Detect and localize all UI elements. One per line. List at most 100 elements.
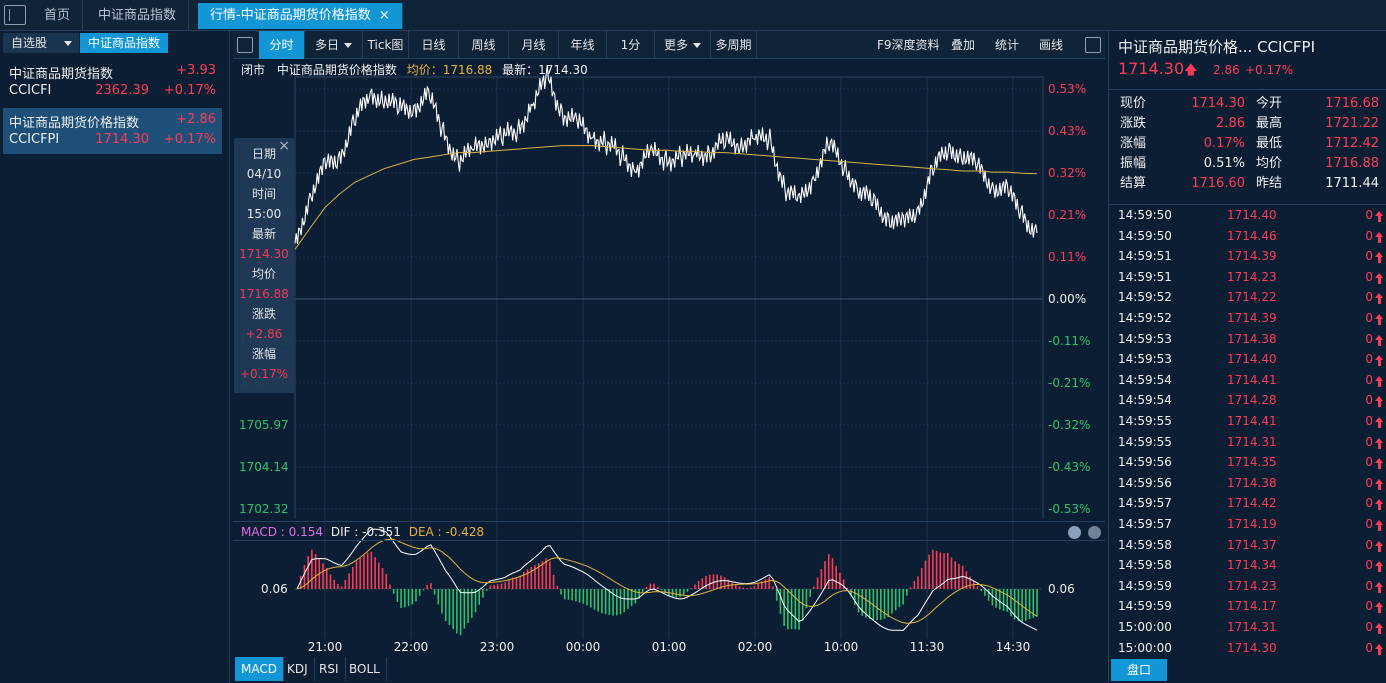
close-icon[interactable] — [1068, 526, 1081, 539]
quote-value: 2.86 — [1216, 116, 1245, 131]
right-panel-toggle-icon[interactable] — [1085, 37, 1101, 53]
f9-depth-button[interactable]: F9深度资料 — [877, 38, 940, 52]
tab-quote-ccicfpi[interactable]: 行情-中证商品期货价格指数 × — [198, 3, 403, 29]
period-intraday[interactable]: 分时 — [259, 31, 305, 59]
up-arrow-icon — [1375, 478, 1384, 490]
period-1min[interactable]: 1分 — [607, 31, 655, 59]
tab-boll[interactable]: BOLL — [343, 657, 387, 681]
up-arrow-icon — [1375, 458, 1384, 470]
tick-row: 14:59:55 1714.31 0 — [1109, 432, 1386, 453]
tab-kdj[interactable]: KDJ — [281, 657, 315, 681]
tick-volume: 0 — [1365, 331, 1373, 346]
tick-time: 14:59:53 — [1118, 331, 1172, 346]
period-more[interactable]: 更多 — [655, 31, 711, 59]
tick-volume: 0 — [1365, 311, 1373, 325]
tooltip-row: +2.86 — [245, 327, 283, 341]
tick-time: 14:59:51 — [1118, 249, 1172, 264]
tick-price: 1714.41 — [1227, 372, 1277, 387]
gear-icon[interactable] — [1088, 526, 1101, 539]
order-book-button[interactable]: 盘口 — [1111, 659, 1167, 681]
chart-toolbar: 分时 多日 Tick图 日线 周线 月线 年线 1分 更多 多周期 F9深度资料… — [233, 31, 1105, 59]
tick-volume: 0 — [1365, 640, 1373, 655]
stats-button[interactable]: 统计 — [995, 38, 1020, 52]
intraday-chart[interactable]: 1709.621707.791705.971704.141702.320.53%… — [233, 59, 1105, 681]
tick-volume: 0 — [1365, 208, 1373, 222]
period-label: 多日 — [314, 38, 339, 52]
item-change: +2.86 — [176, 112, 216, 127]
tab-macd[interactable]: MACD — [235, 657, 284, 681]
item-name: 中证商品期货价格指数 — [9, 116, 140, 131]
tick-price: 1714.23 — [1227, 578, 1277, 593]
watchlist-dropdown[interactable]: 自选股 — [3, 33, 79, 53]
tooltip-row: 涨跌 — [251, 307, 276, 321]
tick-volume: 0 — [1365, 517, 1373, 531]
quote-label: 今开 — [1256, 96, 1283, 111]
tab-rsi[interactable]: RSI — [313, 657, 346, 681]
tick-volume: 0 — [1365, 537, 1373, 552]
quote-value: 1721.22 — [1325, 116, 1379, 131]
panel-toggle-icon[interactable] — [237, 37, 253, 53]
tick-row: 14:59:54 1714.28 0 — [1109, 390, 1386, 411]
list-item[interactable]: 中证商品期货指数 +3.93 CCICFI 2362.39 +0.17% — [3, 59, 222, 105]
x-tick-label: 02:00 — [738, 640, 773, 654]
quote-value: 1716.60 — [1191, 176, 1245, 191]
tick-row: 14:59:57 1714.19 0 — [1109, 514, 1386, 535]
tab-home[interactable]: 首页 — [32, 0, 84, 31]
period-week[interactable]: 周线 — [459, 31, 509, 59]
tick-time: 14:59:56 — [1118, 475, 1172, 490]
up-arrow-icon — [1375, 623, 1384, 634]
period-multi-cycle[interactable]: 多周期 — [711, 31, 757, 59]
up-arrow-icon — [1375, 437, 1384, 449]
up-arrow-icon — [1375, 417, 1384, 428]
tick-row: 14:59:56 1714.35 0 — [1109, 452, 1386, 473]
tick-time: 15:00:00 — [1118, 640, 1172, 655]
quote-label: 涨幅 — [1120, 136, 1147, 151]
up-arrow-icon — [1375, 396, 1384, 408]
period-month[interactable]: 月线 — [509, 31, 559, 59]
tab-csi-commodity-index[interactable]: 中证商品指数 — [86, 0, 190, 31]
watchlist-tab-csi[interactable]: 中证商品指数 — [80, 33, 169, 53]
tooltip-row: 涨幅 — [251, 347, 276, 361]
tick-volume: 0 — [1365, 455, 1373, 470]
tick-row: 14:59:52 1714.39 0 — [1109, 308, 1386, 329]
last-price: 1714.30 — [1118, 59, 1185, 78]
tick-row: 15:00:00 1714.31 0 — [1109, 617, 1386, 638]
tick-volume: 0 — [1365, 599, 1373, 614]
chevron-down-icon — [344, 43, 352, 48]
draw-line-button[interactable]: 画线 — [1039, 38, 1064, 52]
quote-value: 1716.68 — [1325, 96, 1379, 111]
tick-volume: 0 — [1365, 393, 1373, 408]
y-pct-label: -0.32% — [1048, 418, 1090, 432]
period-year[interactable]: 年线 — [559, 31, 607, 59]
period-tick[interactable]: Tick图 — [363, 31, 409, 59]
macd-axis-label: 0.06 — [1048, 582, 1075, 596]
close-icon[interactable]: × — [278, 138, 290, 154]
overlay-button[interactable]: 叠加 — [951, 38, 976, 52]
tick-price: 1714.40 — [1227, 352, 1277, 367]
chart-canvas[interactable]: 1709.621707.791705.971704.141702.320.53%… — [233, 59, 1105, 657]
avg-price-text: 均价：1716.88 — [406, 63, 493, 77]
tick-row: 14:59:59 1714.17 0 — [1109, 596, 1386, 617]
close-icon[interactable]: × — [378, 8, 390, 23]
period-multi-day[interactable]: 多日 — [305, 31, 363, 59]
up-arrow-icon — [1375, 540, 1384, 552]
up-arrow-icon — [1375, 231, 1384, 243]
tick-time: 14:59:57 — [1118, 496, 1172, 511]
tick-time: 14:59:50 — [1118, 228, 1172, 243]
tick-price: 1714.22 — [1227, 290, 1277, 305]
up-arrow-icon — [1375, 643, 1384, 655]
y-pct-label: 0.32% — [1048, 166, 1086, 180]
tick-time: 14:59:50 — [1118, 208, 1172, 222]
tick-volume: 0 — [1365, 228, 1373, 243]
sidebar-toggle-icon[interactable] — [4, 5, 26, 25]
avg-line — [294, 145, 1038, 250]
tick-time: 14:59:59 — [1118, 578, 1172, 593]
x-tick-label: 14:30 — [996, 640, 1031, 654]
dea-value: DEA : -0.428 — [408, 525, 485, 539]
up-arrow-icon — [1375, 355, 1384, 367]
tick-price: 1714.31 — [1227, 620, 1277, 634]
list-item[interactable]: 中证商品期货价格指数 +2.86 CCICFPI 1714.30 +0.17% — [3, 108, 222, 154]
tick-price: 1714.42 — [1227, 496, 1277, 511]
dea-line — [296, 538, 1038, 624]
period-day[interactable]: 日线 — [409, 31, 459, 59]
